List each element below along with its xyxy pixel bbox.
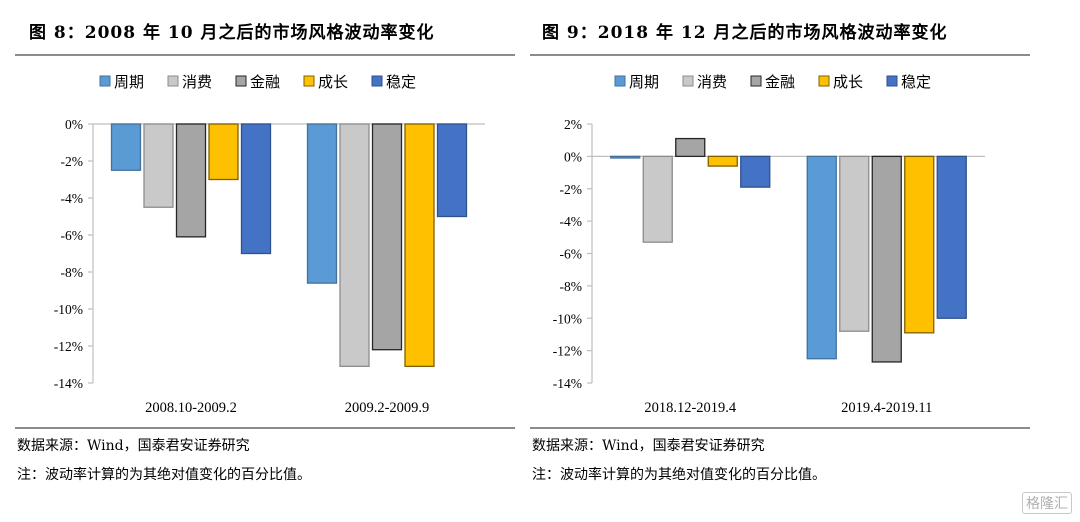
y-tick-label: -2%: [61, 154, 84, 169]
y-tick-label: -6%: [560, 247, 583, 262]
title-divider: [530, 54, 1030, 56]
source-divider: [15, 427, 515, 429]
legend-label: 稳定: [901, 73, 931, 91]
y-tick-label: 0%: [564, 149, 582, 164]
bar-周期-2008.10-2009.2: [110, 123, 142, 171]
legend-swatch-4: [371, 75, 383, 87]
x-category-label: 2009.2-2009.9: [345, 400, 430, 416]
legend-label: 消费: [697, 73, 727, 91]
legend-swatch-3: [303, 75, 315, 87]
y-tick-label: -8%: [61, 265, 84, 280]
y-tick-label: -12%: [553, 344, 582, 359]
legend-label: 金融: [765, 73, 795, 91]
bar-消费-2018.12-2019.4: [642, 155, 673, 243]
figure-8-note: 注：波动率计算的为其绝对值变化的百分比值。: [17, 467, 311, 483]
figure-9-bar-chart: 周期 消费 金融 成长 稳定 2% 0% -2% -4% -6% -8% -10% -12% -14% 20…: [553, 73, 985, 416]
y-tick-label: 2%: [564, 117, 582, 132]
bar-周期-2019.4-2019.11: [806, 155, 837, 360]
watermark-logo: 格隆汇: [1022, 492, 1072, 514]
legend-swatch-2: [235, 75, 247, 87]
bar-金融-2008.10-2009.2: [175, 123, 207, 238]
legend-swatch-1: [167, 75, 179, 87]
source-divider: [530, 427, 1030, 429]
figure-8-panel: 图 8：2008 年 10 月之后的市场风格波动率变化 周期 消费 金融 成长 稳定 0%…: [15, 0, 515, 522]
chart-legend: 周期 消费 金融 成长 稳定: [99, 73, 416, 91]
bar-成长-2009.2-2009.9: [404, 123, 435, 368]
figure-9-title: 图 9：2018 年 12 月之后的市场风格波动率变化: [542, 23, 948, 43]
figure-9-source: 数据来源：Wind，国泰君安证券研究: [532, 438, 765, 454]
legend-swatch-1: [682, 75, 694, 87]
legend-swatch-4: [886, 75, 898, 87]
x-category-label: 2018.12-2019.4: [644, 400, 737, 416]
bar-金融-2019.4-2019.11: [871, 155, 902, 363]
x-category-label: 2019.4-2019.11: [841, 400, 932, 416]
legend-label: 成长: [318, 73, 348, 91]
figure-8-bar-chart: 周期 消费 金融 成长 稳定 0% -2% -4% -6% -8% -10% -12% -14% 2008…: [54, 73, 485, 416]
legend-swatch-3: [818, 75, 830, 87]
y-tick-label: -6%: [61, 228, 84, 243]
bar-金融-2018.12-2019.4: [675, 137, 706, 158]
y-tick-label: -4%: [560, 214, 583, 229]
legend-label: 稳定: [386, 73, 416, 91]
y-tick-label: -8%: [560, 279, 583, 294]
bar-周期-2009.2-2009.9: [306, 123, 338, 284]
legend-label: 成长: [833, 73, 863, 91]
y-tick-label: -10%: [553, 311, 582, 326]
bar-周期-2018.12-2019.4: [610, 155, 641, 159]
title-divider: [15, 54, 515, 56]
bar-稳定-2008.10-2009.2: [240, 123, 272, 255]
bar-成长-2018.12-2019.4: [707, 155, 738, 167]
bar-消费-2019.4-2019.11: [839, 155, 870, 332]
figure-9-note: 注：波动率计算的为其绝对值变化的百分比值。: [532, 467, 826, 483]
y-tick-label: -14%: [54, 376, 83, 391]
chart-legend: 周期 消费 金融 成长 稳定: [614, 73, 931, 91]
y-tick-label: -4%: [61, 191, 84, 206]
figure-8-title: 图 8：2008 年 10 月之后的市场风格波动率变化: [29, 23, 435, 43]
bar-稳定-2019.4-2019.11: [936, 155, 967, 319]
bar-金融-2009.2-2009.9: [371, 123, 403, 351]
legend-swatch-0: [614, 75, 626, 87]
legend-label: 消费: [182, 73, 212, 91]
y-tick-label: -2%: [560, 182, 583, 197]
bar-消费-2009.2-2009.9: [339, 123, 370, 368]
legend-label: 金融: [250, 73, 280, 91]
bar-成长-2019.4-2019.11: [904, 155, 935, 334]
legend-swatch-2: [750, 75, 762, 87]
legend-label: 周期: [629, 73, 659, 91]
legend-label: 周期: [114, 73, 144, 91]
y-tick-label: -10%: [54, 302, 83, 317]
bar-稳定-2018.12-2019.4: [740, 155, 771, 188]
bar-消费-2008.10-2009.2: [143, 123, 174, 208]
bar-稳定-2009.2-2009.9: [436, 123, 468, 218]
y-tick-label: 0%: [65, 117, 83, 132]
bar-成长-2008.10-2009.2: [208, 123, 239, 181]
figure-8-source: 数据来源：Wind，国泰君安证券研究: [17, 438, 250, 454]
y-tick-label: -12%: [54, 339, 83, 354]
y-tick-label: -14%: [553, 376, 582, 391]
figure-9-panel: 图 9：2018 年 12 月之后的市场风格波动率变化 周期 消费 金融 成长 稳定 2%…: [530, 0, 1030, 522]
legend-swatch-0: [99, 75, 111, 87]
x-category-label: 2008.10-2009.2: [145, 400, 237, 416]
